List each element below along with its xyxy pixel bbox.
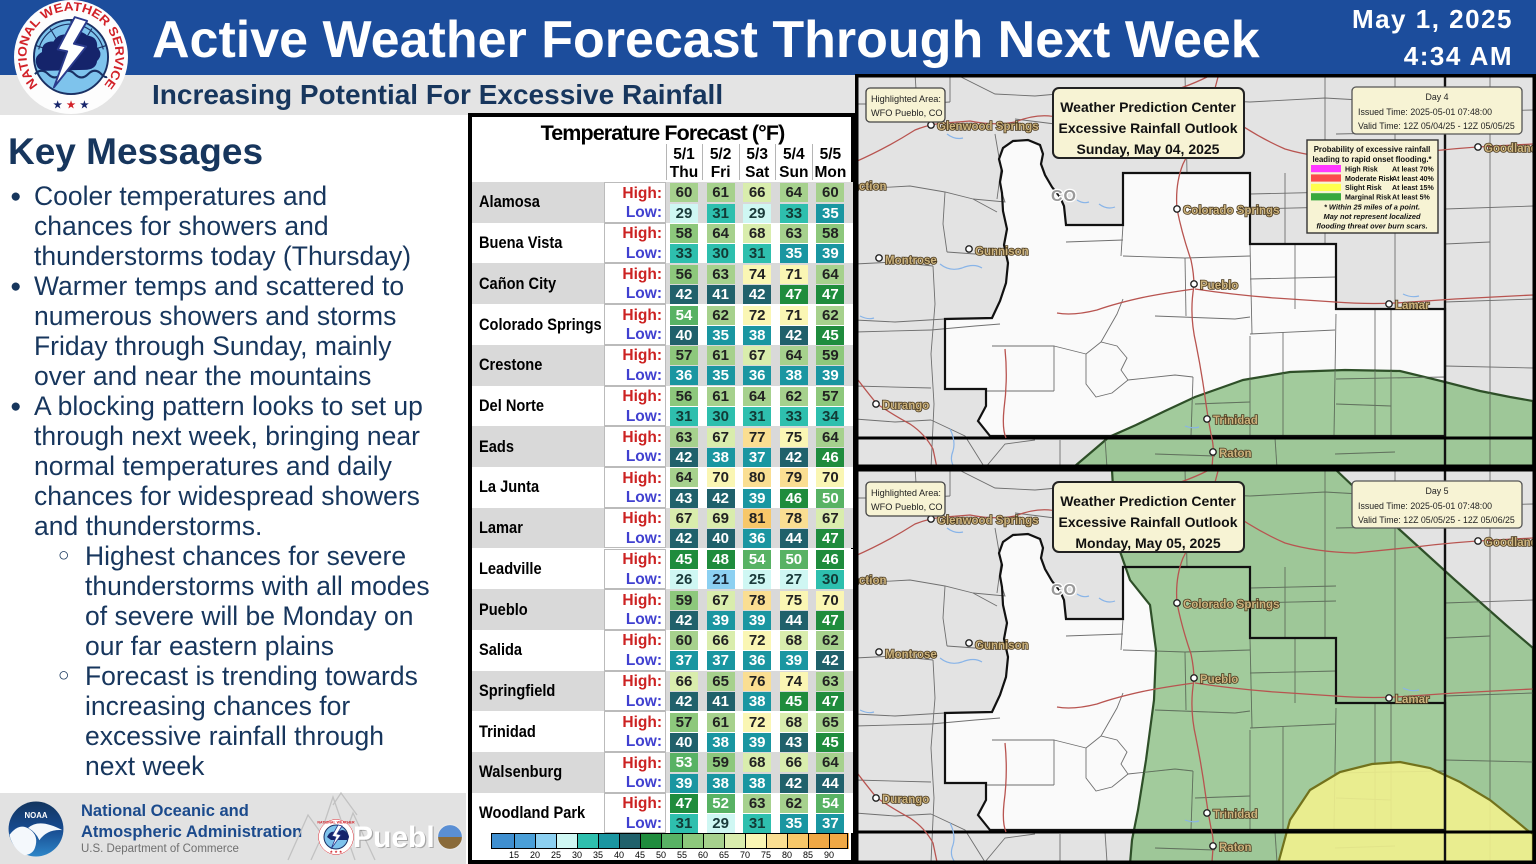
svg-text:Gunnison: Gunnison bbox=[975, 640, 1029, 652]
svg-text:Sunday, May 04, 2025: Sunday, May 04, 2025 bbox=[1077, 141, 1220, 157]
svg-text:At least 40%: At least 40% bbox=[1392, 175, 1434, 183]
svg-text:Valid Time: 12Z 05/04/25 - 12Z: Valid Time: 12Z 05/04/25 - 12Z 05/05/25 bbox=[1358, 121, 1515, 131]
svg-text:NOAA: NOAA bbox=[24, 811, 47, 820]
svg-text:Weather Prediction Center: Weather Prediction Center bbox=[1060, 493, 1236, 509]
svg-text:WFO Pueblo, CO: WFO Pueblo, CO bbox=[871, 502, 942, 512]
svg-text:Moderate Risk: Moderate Risk bbox=[1345, 175, 1394, 183]
svg-text:* Within 25 miles of a point.: * Within 25 miles of a point. bbox=[1324, 203, 1420, 212]
svg-text:Colorado Springs: Colorado Springs bbox=[1183, 599, 1279, 611]
svg-text:nction: nction bbox=[855, 181, 887, 193]
svg-text:Montrose: Montrose bbox=[885, 649, 937, 661]
svg-text:flooding threat over burn scar: flooding threat over burn scars. bbox=[1316, 222, 1427, 231]
svg-text:Valid Time: 12Z 05/05/25 - 12Z: Valid Time: 12Z 05/05/25 - 12Z 05/06/25 bbox=[1358, 515, 1515, 525]
svg-text:Raton: Raton bbox=[1219, 842, 1252, 854]
svg-text:Goodland: Goodland bbox=[1484, 143, 1536, 155]
svg-text:Highlighted Area:: Highlighted Area: bbox=[871, 94, 941, 104]
svg-text:At least 15%: At least 15% bbox=[1392, 184, 1434, 192]
svg-text:★ ★ ★: ★ ★ ★ bbox=[53, 99, 90, 111]
svg-text:★ ★ ★: ★ ★ ★ bbox=[330, 849, 343, 854]
svg-text:CO: CO bbox=[1051, 188, 1077, 205]
svg-text:Trinidad: Trinidad bbox=[1213, 809, 1258, 821]
svg-text:Weather Prediction Center: Weather Prediction Center bbox=[1060, 99, 1236, 115]
svg-text:Montrose: Montrose bbox=[885, 255, 937, 267]
svg-text:Durango: Durango bbox=[882, 400, 929, 412]
svg-text:Lamar: Lamar bbox=[1395, 694, 1430, 706]
svg-text:Trinidad: Trinidad bbox=[1213, 415, 1258, 427]
svg-text:Monday, May 05, 2025: Monday, May 05, 2025 bbox=[1075, 535, 1220, 551]
svg-text:Lamar: Lamar bbox=[1395, 300, 1430, 312]
svg-text:Glenwood Springs: Glenwood Springs bbox=[937, 121, 1039, 133]
svg-text:May not represent localized: May not represent localized bbox=[1324, 212, 1421, 221]
svg-text:nction: nction bbox=[855, 575, 887, 587]
svg-text:Colorado Springs: Colorado Springs bbox=[1183, 205, 1279, 217]
svg-text:Issued Time: 2025-05-01 07:48:: Issued Time: 2025-05-01 07:48:00 bbox=[1358, 501, 1492, 511]
svg-text:Goodland: Goodland bbox=[1484, 537, 1536, 549]
svg-text:leading to rapid onset floodin: leading to rapid onset flooding.* bbox=[1312, 155, 1432, 164]
svg-text:CO: CO bbox=[1051, 582, 1077, 599]
svg-text:At least 5%: At least 5% bbox=[1392, 194, 1431, 202]
svg-text:Excessive Rainfall Outlook: Excessive Rainfall Outlook bbox=[1059, 120, 1238, 136]
svg-text:Probability of excessive rainf: Probability of excessive rainfall bbox=[1314, 145, 1431, 154]
svg-text:Gunnison: Gunnison bbox=[975, 246, 1029, 258]
svg-text:Slight Risk: Slight Risk bbox=[1345, 184, 1382, 192]
svg-text:Puebl: Puebl bbox=[354, 822, 436, 855]
svg-text:Durango: Durango bbox=[882, 794, 929, 806]
svg-text:Raton: Raton bbox=[1219, 448, 1252, 460]
svg-text:High Risk: High Risk bbox=[1345, 165, 1378, 173]
svg-text:NATIONAL WEATHER: NATIONAL WEATHER bbox=[317, 821, 355, 825]
svg-text:Day 4: Day 4 bbox=[1426, 92, 1449, 102]
svg-text:Excessive Rainfall Outlook: Excessive Rainfall Outlook bbox=[1059, 514, 1238, 530]
svg-text:Marginal Risk: Marginal Risk bbox=[1345, 194, 1391, 202]
svg-text:WFO Pueblo, CO: WFO Pueblo, CO bbox=[871, 108, 942, 118]
svg-text:Pueblo: Pueblo bbox=[1200, 674, 1238, 686]
svg-text:Pueblo: Pueblo bbox=[1200, 280, 1238, 292]
svg-text:Puebl: Puebl bbox=[353, 821, 435, 854]
svg-text:Issued Time: 2025-05-01 07:48:: Issued Time: 2025-05-01 07:48:00 bbox=[1358, 107, 1492, 117]
svg-text:Highlighted Area:: Highlighted Area: bbox=[871, 488, 941, 498]
svg-text:At least 70%: At least 70% bbox=[1392, 165, 1434, 173]
svg-text:Day 5: Day 5 bbox=[1426, 486, 1449, 496]
svg-text:Glenwood Springs: Glenwood Springs bbox=[937, 515, 1039, 527]
